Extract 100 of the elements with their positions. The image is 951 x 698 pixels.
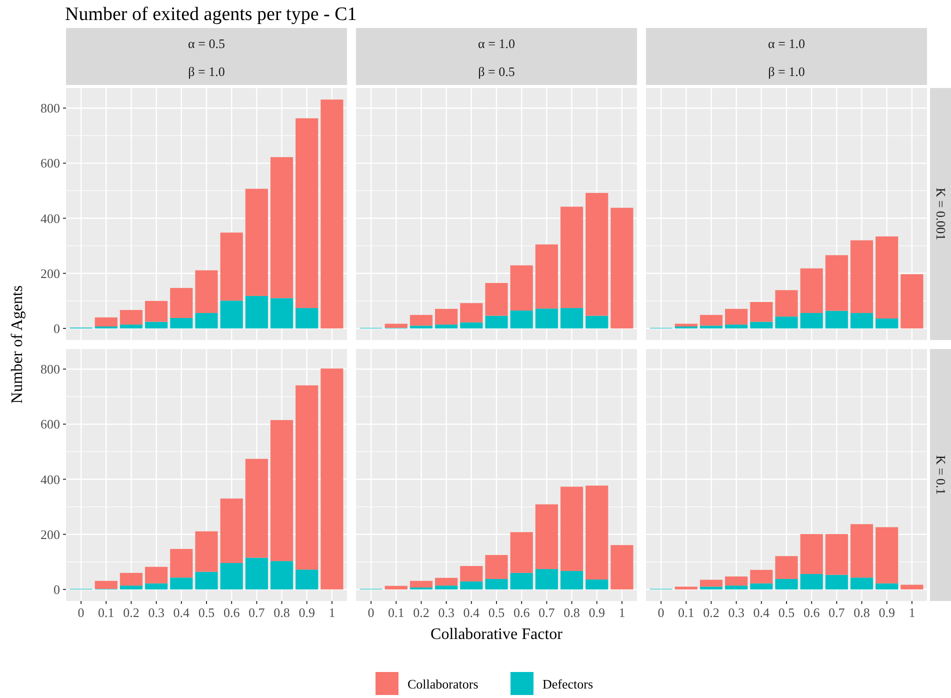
- bar: [775, 556, 798, 579]
- bar: [900, 274, 924, 328]
- bar: [610, 545, 634, 590]
- text: K = 0.001: [933, 188, 948, 240]
- bar: [220, 232, 243, 301]
- bar: [750, 322, 773, 328]
- x-tick-label: 0.2: [123, 605, 140, 620]
- bar: [725, 308, 748, 325]
- bar: [170, 318, 193, 328]
- text: α = 1.0: [478, 36, 515, 51]
- bar: [700, 580, 723, 587]
- bar: [775, 290, 798, 317]
- bar: [560, 206, 584, 308]
- bar: [800, 268, 823, 314]
- bar: [800, 313, 823, 328]
- bar: [586, 192, 608, 316]
- x-tick-label: 0.1: [98, 605, 114, 620]
- bar: [586, 486, 608, 580]
- bar: [535, 504, 558, 570]
- x-tick-label: 0.7: [538, 605, 556, 620]
- bar: [296, 308, 318, 328]
- bar: [876, 527, 898, 584]
- bar: [120, 586, 143, 590]
- bar: [435, 586, 458, 590]
- x-tick-label: 0: [368, 605, 374, 620]
- bar: [535, 308, 558, 328]
- text: α = 0.5: [188, 36, 225, 51]
- x-tick-label: 0.8: [854, 605, 870, 620]
- x-tick-label: 0: [658, 605, 664, 620]
- bar: [94, 580, 118, 589]
- x-tick-label: 0.5: [488, 605, 505, 620]
- y-tick-label: 600: [40, 416, 60, 432]
- bar: [876, 318, 898, 328]
- bar: [245, 558, 268, 590]
- bar: [435, 578, 458, 586]
- bar: [876, 583, 898, 590]
- bar: [750, 570, 773, 584]
- bar: [270, 298, 294, 328]
- y-tick-label: 400: [40, 472, 60, 487]
- bar: [485, 316, 508, 328]
- x-tick-label: 0.6: [803, 605, 820, 620]
- bar: [145, 322, 168, 328]
- bar: [195, 572, 218, 590]
- bar: [674, 324, 698, 327]
- x-tick-label: 1: [618, 605, 626, 620]
- x-tick-label: 0.3: [148, 605, 164, 620]
- legend-label: Defectors: [542, 676, 594, 692]
- y-tick-label: 600: [40, 156, 60, 171]
- bar: [775, 316, 798, 328]
- bar: [825, 534, 848, 575]
- bar: [384, 324, 408, 328]
- bar: [510, 572, 533, 590]
- x-tick-label: 0.8: [564, 605, 580, 620]
- bar: [270, 420, 294, 562]
- chart-title: Number of exited agents per type - C1: [65, 4, 357, 25]
- bar: [876, 236, 898, 319]
- x-tick-label: 1: [328, 605, 336, 620]
- x-tick-label: 0.2: [413, 605, 430, 620]
- x-tick-label: 0.9: [878, 605, 895, 620]
- bar: [700, 586, 723, 590]
- bar: [245, 458, 268, 558]
- bar: [535, 569, 558, 590]
- bar: [460, 322, 483, 328]
- text: β = 0.5: [478, 64, 515, 79]
- x-tick-label: 0.1: [388, 605, 404, 620]
- bar: [560, 570, 584, 590]
- bar: [220, 300, 243, 328]
- bar: [725, 324, 748, 328]
- bar: [850, 524, 874, 578]
- y-tick-label: 800: [40, 100, 60, 116]
- bar: [384, 586, 408, 590]
- bar: [674, 586, 698, 590]
- x-tick-label: 0.4: [173, 605, 190, 620]
- bar: [435, 308, 458, 325]
- bar: [485, 555, 508, 579]
- bar: [145, 583, 168, 590]
- bar: [245, 188, 268, 296]
- y-tick-label: 200: [40, 526, 60, 542]
- x-tick-label: 0.8: [274, 605, 290, 620]
- x-tick-label: 0.5: [778, 605, 795, 620]
- y-tick-label: 0: [54, 582, 60, 597]
- bar: [245, 296, 268, 328]
- x-tick-label: 0.4: [463, 605, 480, 620]
- text: K = 0.1: [933, 455, 948, 495]
- bar: [145, 300, 168, 322]
- x-tick-label: 0.3: [728, 605, 744, 620]
- y-tick-label: 800: [40, 362, 60, 377]
- x-tick-label: 0.5: [198, 605, 215, 620]
- x-tick-label: 0.7: [248, 605, 266, 620]
- bar: [170, 578, 193, 590]
- bar: [270, 561, 294, 590]
- bar: [120, 572, 143, 586]
- bar: [485, 578, 508, 590]
- bar: [850, 578, 874, 590]
- bar: [700, 314, 723, 326]
- x-tick-label: 0: [78, 605, 84, 620]
- bar: [610, 208, 634, 328]
- bar: [750, 583, 773, 590]
- bar: [560, 486, 584, 571]
- bar: [510, 265, 533, 311]
